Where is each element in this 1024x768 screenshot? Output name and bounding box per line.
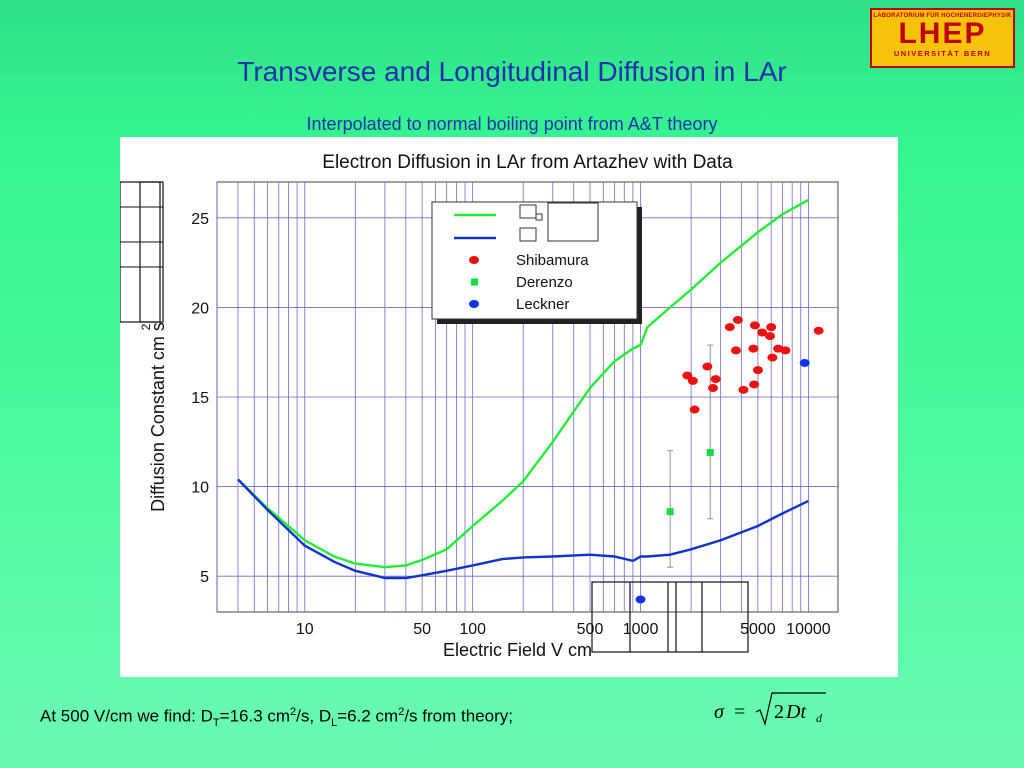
data-point-shibamura: [689, 405, 700, 414]
x-tick-label: 500: [577, 621, 604, 638]
data-point-shibamura: [682, 371, 693, 380]
x-tick-label: 10000: [786, 621, 831, 638]
data-point-shibamura: [813, 326, 824, 335]
x-tick-label: 50: [413, 621, 431, 638]
legend-placeholder: [519, 227, 537, 242]
dt-subscript: T: [212, 717, 220, 730]
data-point-shibamura: [749, 380, 760, 389]
dl-unit: /s from theory;: [404, 706, 513, 726]
data-point-shibamura: [738, 385, 749, 394]
x-tick-label: 5000: [740, 621, 776, 638]
chart-title: Electron Diffusion in LAr from Artazhev …: [322, 152, 733, 173]
legend-label-shibamura: Shibamura: [516, 252, 589, 269]
dl-superscript: 2: [398, 706, 405, 718]
legend-box: [431, 201, 638, 320]
y-tick-label: 20: [191, 300, 209, 317]
data-point-shibamura: [687, 376, 698, 385]
y-tick-label: 15: [191, 390, 209, 407]
data-point-shibamura: [730, 346, 741, 355]
formula-sigma: σ: [714, 701, 725, 723]
legend-placeholder: [535, 213, 543, 221]
sigma-formula: σ = 2 Dt d: [714, 692, 826, 727]
dl-value: =6.2 cm: [337, 706, 399, 726]
formula-dt: Dt: [785, 701, 806, 723]
data-point-shibamura: [749, 321, 760, 330]
xaxis-label-frame: [591, 581, 749, 653]
series-line-1: [237, 478, 809, 580]
lhep-logo: LABORATORIUM FÜR HOCHENERGIEPHYSIK LHEP …: [870, 8, 1015, 68]
data-point-derenzo: [666, 508, 674, 516]
data-point-shibamura: [780, 346, 791, 355]
y-axis-label: Diffusion Constant cm s: [148, 322, 168, 512]
slide-subtitle: Interpolated to normal boiling point fro…: [306, 114, 718, 134]
data-point-shibamura: [767, 353, 778, 362]
sqrt-sign: [755, 692, 826, 727]
y-tick-label: 5: [200, 569, 209, 586]
legend-placeholder: [519, 204, 537, 219]
data-point-shibamura: [748, 344, 759, 353]
y-axis-label-superscript: 2: [139, 323, 153, 330]
legend-marker-leckner: [469, 300, 479, 308]
data-point-shibamura: [702, 362, 713, 371]
formula-two: 2: [774, 701, 784, 723]
legend-marker-shibamura: [469, 256, 479, 264]
result-statement: At 500 V/cm we find: DT=16.3 cm2/s, DL=6…: [40, 706, 513, 729]
data-point-shibamura: [766, 323, 777, 332]
dl-subscript: L: [331, 717, 338, 730]
formula-d-subscript: d: [816, 711, 823, 725]
data-point-derenzo: [706, 449, 714, 457]
data-point-shibamura: [724, 323, 735, 332]
data-point-shibamura: [710, 375, 721, 384]
y-tick-label: 10: [191, 480, 209, 497]
logo-bottom-text: UNIVERSITÄT BERN: [893, 49, 992, 58]
x-tick-label: 1000: [623, 621, 659, 638]
x-tick-label: 100: [459, 621, 486, 638]
legend-label-leckner: Leckner: [516, 296, 569, 313]
legend-label-derenzo: Derenzo: [516, 274, 573, 291]
chart-panel: Electron Diffusion in LAr from Artazhev …: [119, 137, 898, 677]
dt-superscript: 2: [290, 706, 297, 718]
data-point-shibamura: [757, 328, 768, 337]
axis-label-frame: [119, 181, 164, 323]
data-point-shibamura: [732, 315, 743, 324]
legend-marker-derenzo: [471, 278, 478, 286]
logo-top-text: LABORATORIUM FÜR HOCHENERGIEPHYSIK: [873, 13, 1012, 19]
data-point-leckner: [635, 595, 646, 604]
slide-title: Transverse and Longitudinal Diffusion in…: [237, 56, 787, 87]
logo-main-text: LHEP: [898, 17, 987, 50]
legend-placeholder: [547, 202, 599, 242]
axis-label-frame: [139, 181, 161, 323]
data-point-shibamura: [752, 366, 763, 375]
x-tick-label: 10: [296, 621, 314, 638]
diffusion-chart: Electron Diffusion in LAr from Artazhev …: [119, 152, 839, 660]
dt-value: =16.3 cm: [219, 706, 291, 726]
data-point-shibamura: [764, 332, 775, 341]
data-point-shibamura: [707, 384, 718, 393]
dt-unit: /s, D: [296, 706, 332, 726]
y-tick-label: 25: [191, 211, 209, 228]
data-point-leckner: [799, 358, 810, 367]
series-line-0: [237, 198, 809, 569]
formula-equals: =: [734, 701, 745, 723]
x-axis-label: Electric Field V cm: [443, 640, 592, 660]
result-prefix: At 500 V/cm we find: D: [40, 706, 213, 726]
